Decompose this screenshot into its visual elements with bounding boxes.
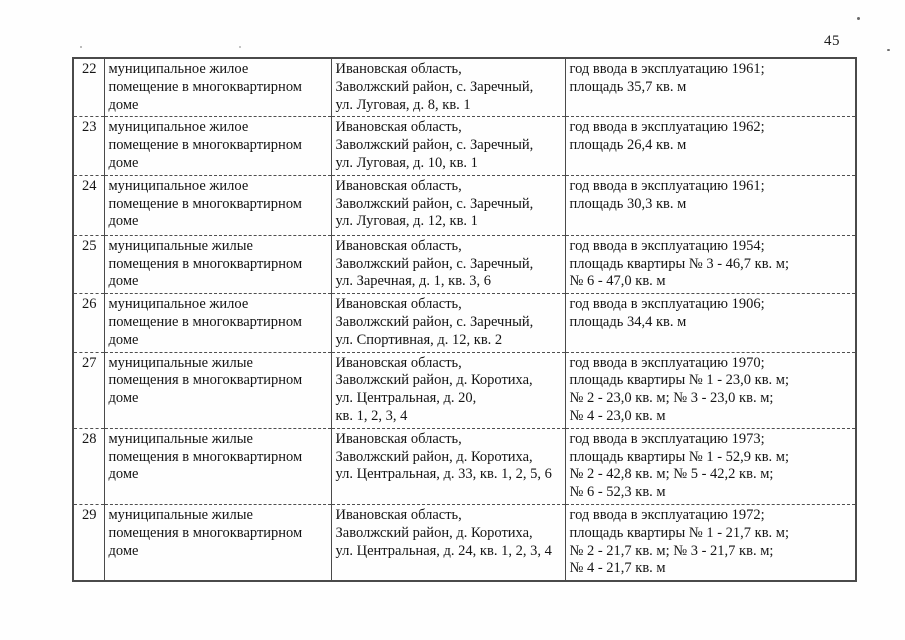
scan-speck [887,49,890,51]
address-cell: Ивановская область, Заволжский район, с.… [330,116,566,176]
property-type-cell: муниципальное жилое помещение в многоква… [103,174,332,236]
address-cell: Ивановская область, Заволжский район, с.… [330,293,566,353]
details-cell: год ввода в эксплуатацию 1954; площадь к… [564,234,857,295]
details-cell: год ввода в эксплуатацию 1962; площадь 2… [564,116,857,176]
details-cell: год ввода в эксплуатацию 1906; площадь 3… [564,293,857,353]
property-type-cell: муниципальные жилые помещения в многоква… [103,234,332,295]
scan-speck [80,46,82,48]
address-cell: Ивановская область, Заволжский район, с.… [330,174,566,236]
row-number-cell: 27 [72,351,105,429]
address-cell: Ивановская область, Заволжский район, д.… [330,503,566,582]
details-cell: год ввода в эксплуатацию 1972; площадь к… [564,503,857,582]
table-row: 26 муниципальное жилое помещение в много… [72,293,857,353]
table-row: 22 муниципальное жилое помещение в много… [72,57,857,118]
table-row: 25 муниципальные жилые помещения в много… [72,234,857,295]
address-cell: Ивановская область, Заволжский район, д.… [330,351,566,429]
table-row: 29 муниципальные жилые помещения в много… [72,503,857,582]
scan-speck [857,17,860,20]
property-type-cell: муниципальные жилые помещения в многоква… [103,427,332,505]
address-cell: Ивановская область, Заволжский район, с.… [330,234,566,295]
property-type-cell: муниципальное жилое помещение в многоква… [103,116,332,176]
row-number-cell: 28 [72,427,105,505]
property-type-cell: муниципальное жилое помещение в многоква… [103,57,332,118]
scan-speck [239,46,241,48]
row-number-cell: 23 [72,116,105,176]
row-number-cell: 22 [72,57,105,118]
property-type-cell: муниципальные жилые помещения в многоква… [103,351,332,429]
address-cell: Ивановская область, Заволжский район, с.… [330,57,566,118]
row-number-cell: 26 [72,293,105,353]
row-number-cell: 29 [72,503,105,582]
details-cell: год ввода в эксплуатацию 1970; площадь к… [564,351,857,429]
table-row: 28 муниципальные жилые помещения в много… [72,427,857,505]
page-number: 45 [824,33,840,49]
table-row: 27 муниципальные жилые помещения в много… [72,351,857,429]
details-cell: год ввода в эксплуатацию 1973; площадь к… [564,427,857,505]
table-row: 24 муниципальное жилое помещение в много… [72,174,857,236]
property-type-cell: муниципальные жилые помещения в многоква… [103,503,332,582]
row-number-cell: 24 [72,174,105,236]
property-table: 22 муниципальное жилое помещение в много… [72,57,857,583]
table-row: 23 муниципальное жилое помещение в много… [72,116,857,176]
details-cell: год ввода в эксплуатацию 1961; площадь 3… [564,57,857,118]
details-cell: год ввода в эксплуатацию 1961; площадь 3… [564,174,857,236]
address-cell: Ивановская область, Заволжский район, д.… [330,427,566,505]
row-number-cell: 25 [72,234,105,295]
property-type-cell: муниципальное жилое помещение в многоква… [103,293,332,353]
